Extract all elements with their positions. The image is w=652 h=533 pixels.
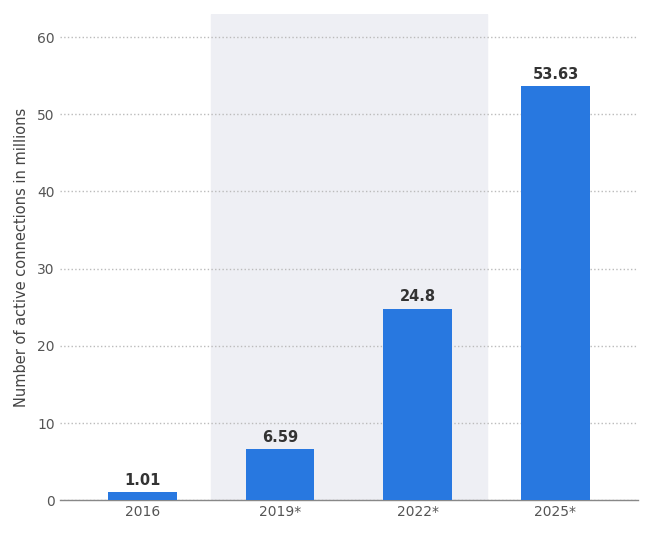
- Bar: [383, 309, 452, 500]
- Text: 6.59: 6.59: [262, 430, 298, 445]
- Bar: [108, 492, 177, 500]
- Text: 53.63: 53.63: [532, 67, 578, 82]
- Y-axis label: Number of active connections in millions: Number of active connections in millions: [14, 108, 29, 407]
- Text: 24.8: 24.8: [400, 289, 436, 304]
- Bar: [211, 14, 486, 500]
- Text: 1.01: 1.01: [124, 473, 160, 488]
- Bar: [246, 449, 314, 500]
- Bar: [521, 86, 590, 500]
